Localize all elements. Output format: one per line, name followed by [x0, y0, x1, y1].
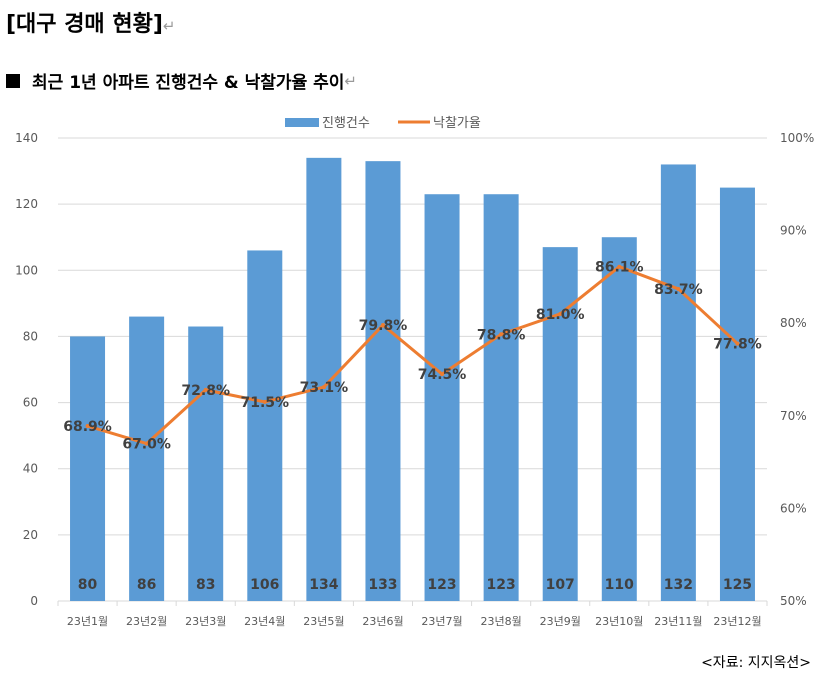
rate-point	[617, 264, 622, 269]
bar-data-label: 106	[250, 577, 279, 593]
x-tick-label: 23년4월	[244, 615, 285, 628]
rate-point	[144, 441, 149, 446]
x-tick-label: 23년7월	[421, 615, 462, 628]
rate-point	[203, 387, 208, 392]
bar	[719, 187, 755, 601]
rate-point	[499, 332, 504, 337]
rate-point	[380, 323, 385, 328]
line-data-label: 74.5%	[418, 367, 467, 383]
y-left-tick-label: 20	[23, 528, 38, 542]
bar	[70, 336, 106, 601]
x-tick-label: 23년3월	[185, 615, 226, 628]
bar	[129, 316, 165, 601]
chart-heading: 최근 1년 아파트 진행건수 & 낙찰가율 추이 ↵	[6, 68, 357, 93]
y-right-tick-label: 90%	[780, 224, 807, 238]
line-data-label: 81.0%	[536, 307, 585, 323]
bar	[660, 164, 696, 601]
y-right-tick-label: 100%	[780, 131, 814, 145]
x-tick-label: 23년6월	[362, 615, 403, 628]
x-tick-label: 23년2월	[126, 615, 167, 628]
bar-data-label: 80	[78, 577, 98, 593]
y-left-tick-label: 100	[15, 263, 38, 277]
bar-data-label: 83	[196, 577, 215, 593]
bar	[542, 247, 578, 601]
x-tick-label: 23년5월	[303, 615, 344, 628]
rate-point	[440, 372, 445, 377]
bar-data-label: 125	[723, 577, 752, 593]
bar-data-label: 132	[664, 577, 693, 593]
bar	[247, 250, 283, 601]
document-title: [대구 경매 현황]↵	[6, 6, 175, 38]
y-left-tick-label: 120	[15, 197, 38, 211]
x-tick-label: 23년1월	[67, 615, 108, 628]
x-tick-label: 23년10월	[595, 615, 643, 628]
legend-label: 낙찰가율	[433, 116, 481, 131]
rate-point	[85, 423, 90, 428]
line-data-label: 71.5%	[241, 395, 290, 411]
bar-data-label: 123	[487, 577, 516, 593]
line-data-label: 78.8%	[477, 327, 526, 343]
bar-data-label: 123	[427, 577, 456, 593]
bar-data-label: 86	[137, 577, 156, 593]
rate-point	[676, 286, 681, 291]
rate-point	[321, 385, 326, 390]
x-tick-label: 23년12월	[713, 615, 761, 628]
rate-point	[262, 399, 267, 404]
line-data-label: 77.8%	[713, 337, 762, 353]
bar	[365, 161, 401, 601]
chart-heading-text: 최근 1년 아파트 진행건수 & 낙찰가율 추이	[32, 73, 345, 93]
bar	[601, 237, 637, 601]
bar-data-label: 110	[605, 577, 634, 593]
y-left-tick-label: 0	[30, 594, 38, 608]
x-tick-label: 23년11월	[654, 615, 702, 628]
x-tick-label: 23년9월	[540, 615, 581, 628]
y-left-tick-label: 140	[15, 131, 38, 145]
return-mark-icon: ↵	[344, 71, 357, 90]
bar	[306, 157, 342, 602]
rate-point	[735, 341, 740, 346]
bar	[188, 326, 224, 601]
rate-point	[558, 311, 563, 316]
line-data-label: 83.7%	[654, 282, 703, 298]
return-mark-icon: ↵	[162, 17, 176, 35]
line-data-label: 67.0%	[122, 437, 171, 453]
bar	[424, 194, 460, 601]
line-data-label: 79.8%	[359, 318, 408, 334]
document-title-text: [대구 경매 현황]	[6, 12, 163, 37]
rate-line	[86, 265, 739, 446]
x-tick-label: 23년8월	[481, 615, 522, 628]
square-bullet-icon	[6, 73, 20, 88]
line-data-label: 68.9%	[63, 419, 112, 435]
line-data-label: 72.8%	[181, 383, 230, 399]
line-data-label: 86.1%	[595, 260, 644, 276]
legend-swatch-bar	[285, 118, 319, 127]
y-right-tick-label: 80%	[780, 316, 807, 330]
legend-label: 진행건수	[322, 115, 370, 131]
bar	[483, 194, 519, 601]
y-right-tick-label: 70%	[780, 409, 807, 423]
y-left-tick-label: 60	[23, 396, 38, 410]
y-left-tick-label: 40	[23, 462, 38, 476]
bar-data-label: 134	[309, 577, 338, 593]
source-note: <자료: 지지옥션>	[701, 655, 811, 671]
y-right-tick-label: 50%	[780, 594, 807, 608]
line-data-label: 73.1%	[300, 380, 349, 396]
y-right-tick-label: 60%	[780, 501, 807, 515]
bar-data-label: 107	[546, 577, 575, 593]
bar-data-label: 133	[368, 577, 397, 593]
y-left-tick-label: 80	[23, 329, 38, 343]
